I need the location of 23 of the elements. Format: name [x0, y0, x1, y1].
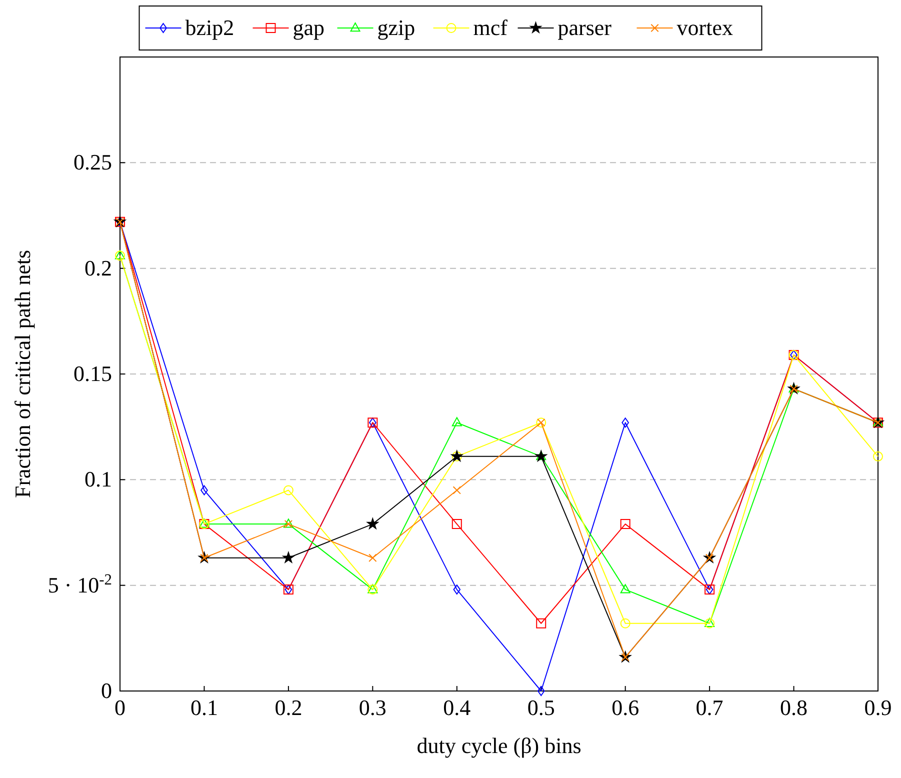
x-tick-label: 0.1 — [190, 695, 218, 720]
x-tick-label: 0.6 — [612, 695, 640, 720]
y-tick-label: 5 · 10$^{-2}$ — [48, 570, 112, 598]
y-tick-label: 0 — [101, 678, 112, 703]
y-tick-label: 0.25 — [74, 150, 112, 175]
y-tick-label: 0.15 — [74, 361, 112, 386]
x-tick-label: 0.2 — [274, 695, 302, 720]
legend-label: bzip2 — [185, 15, 234, 40]
legend-label: vortex — [676, 15, 733, 40]
legend-label: mcf — [473, 15, 508, 40]
x-axis-title: duty cycle (β) bins — [416, 733, 582, 758]
legend-label: gzip — [377, 15, 416, 40]
x-tick-label: 0.4 — [443, 695, 471, 720]
legend-label: parser — [558, 15, 612, 40]
y-tick-label: 0.1 — [84, 466, 112, 492]
legend-label: gap — [292, 15, 325, 40]
x-tick-label: 0.7 — [696, 695, 724, 720]
x-tick-label: 0.8 — [780, 695, 808, 720]
y-tick-label: 0.2 — [84, 255, 112, 280]
x-tick-label: 0.5 — [527, 695, 555, 720]
y-axis-title: Fraction of critical path nets — [10, 250, 35, 498]
x-tick-label: 0.3 — [358, 695, 386, 720]
x-tick-label: 0.9 — [864, 695, 892, 720]
